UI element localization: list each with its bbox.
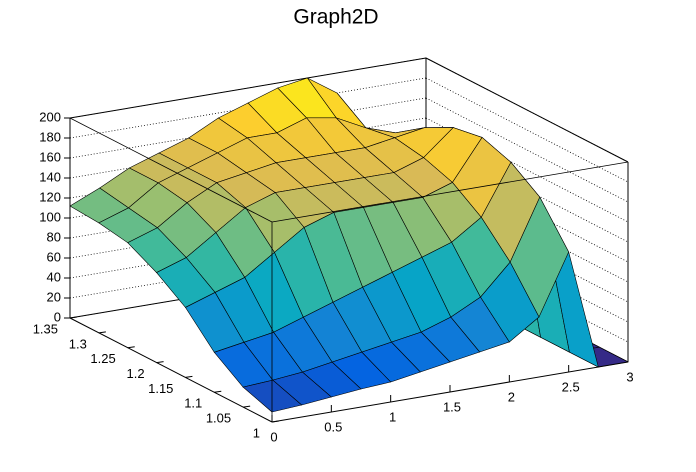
z-tick-label: 160 bbox=[39, 149, 61, 164]
y-tick bbox=[243, 405, 251, 408]
grid-line bbox=[425, 77, 629, 183]
grid-line bbox=[425, 217, 629, 323]
y-tick bbox=[69, 316, 78, 319]
x-tick-label: 3 bbox=[626, 369, 633, 384]
x-tick-label: 0.5 bbox=[324, 419, 342, 434]
y-tick-label: 1.05 bbox=[206, 411, 231, 426]
y-tick bbox=[271, 420, 280, 423]
grid-line bbox=[425, 197, 629, 303]
y-tick bbox=[214, 390, 222, 393]
grid-line bbox=[425, 137, 629, 243]
y-tick bbox=[98, 331, 106, 334]
y-tick-label: 1.1 bbox=[184, 396, 202, 411]
grid-line bbox=[425, 117, 629, 223]
box-edge bbox=[69, 317, 273, 423]
box-edge bbox=[271, 161, 629, 223]
z-tick-label: 200 bbox=[39, 109, 61, 124]
x-tick-label: 2.5 bbox=[562, 379, 580, 394]
grid-line bbox=[425, 57, 629, 163]
y-tick-label: 1.2 bbox=[126, 366, 144, 381]
grid-line bbox=[69, 57, 427, 119]
z-tick-label: 0 bbox=[54, 309, 61, 324]
y-tick bbox=[127, 346, 135, 349]
y-tick-label: 1.15 bbox=[148, 381, 173, 396]
x-tick-label: 1 bbox=[389, 409, 396, 424]
x-tick-label: 1.5 bbox=[443, 399, 461, 414]
z-tick-label: 100 bbox=[39, 209, 61, 224]
y-tick bbox=[185, 375, 193, 378]
z-tick-label: 180 bbox=[39, 129, 61, 144]
y-tick-label: 1.25 bbox=[90, 351, 115, 366]
y-tick-label: 1 bbox=[253, 425, 260, 440]
grid-line bbox=[425, 97, 629, 203]
y-tick-label: 1.35 bbox=[33, 321, 58, 336]
y-tick-label: 1.3 bbox=[69, 336, 87, 351]
box-edge bbox=[69, 117, 273, 223]
surface-cell bbox=[242, 379, 303, 413]
z-tick-label: 20 bbox=[47, 289, 61, 304]
z-tick-label: 40 bbox=[47, 269, 61, 284]
z-tick-label: 120 bbox=[39, 189, 61, 204]
grid-line bbox=[425, 157, 629, 263]
z-tick-label: 60 bbox=[47, 249, 61, 264]
x-tick-label: 0 bbox=[270, 429, 277, 444]
grid-line bbox=[425, 237, 629, 343]
z-tick-label: 140 bbox=[39, 169, 61, 184]
grid-line bbox=[425, 177, 629, 283]
z-tick-label: 80 bbox=[47, 229, 61, 244]
chart-title: Graph2D bbox=[293, 6, 378, 29]
y-tick bbox=[156, 361, 164, 364]
x-tick-label: 2 bbox=[508, 389, 515, 404]
